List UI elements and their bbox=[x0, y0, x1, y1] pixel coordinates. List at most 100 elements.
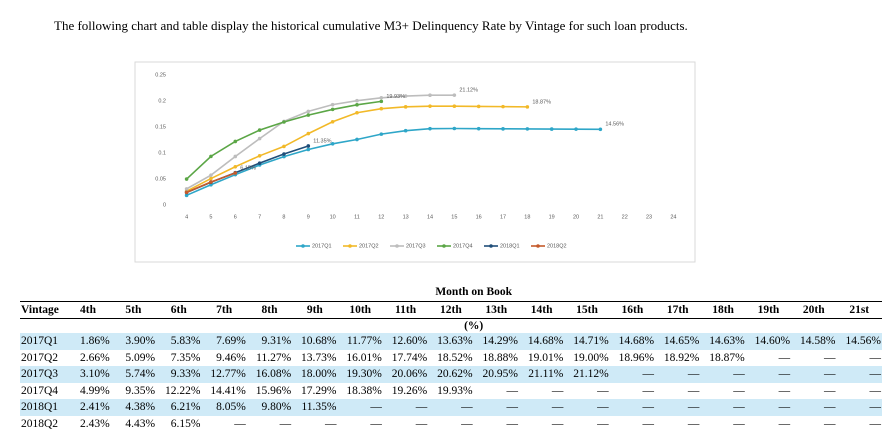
point bbox=[258, 161, 262, 165]
table-cell: — bbox=[655, 383, 700, 400]
table-cell: — bbox=[836, 350, 882, 367]
column-header: 10th bbox=[338, 301, 383, 319]
point bbox=[307, 148, 311, 152]
point bbox=[574, 127, 578, 131]
table-cell: 14.56% bbox=[836, 333, 882, 350]
point bbox=[428, 127, 432, 131]
table-cell: 20.62% bbox=[428, 366, 473, 383]
table-cell: 21.11% bbox=[519, 366, 564, 383]
table-cell: — bbox=[791, 366, 836, 383]
column-header: 12th bbox=[428, 301, 473, 319]
point bbox=[550, 127, 554, 131]
end-label: 21.12% bbox=[459, 88, 478, 94]
table-cell: 19.01% bbox=[519, 350, 564, 367]
point bbox=[331, 108, 335, 112]
y-tick-label: 0.15 bbox=[155, 124, 166, 130]
table-cell: — bbox=[610, 399, 655, 416]
point bbox=[307, 113, 311, 117]
table-cell: 6.21% bbox=[156, 399, 201, 416]
legend-label: 2017Q3 bbox=[406, 243, 426, 249]
table-cell: 19.00% bbox=[564, 350, 609, 367]
table-cell: — bbox=[519, 383, 564, 400]
x-tick-label: 6 bbox=[234, 214, 237, 220]
x-tick-label: 16 bbox=[476, 214, 482, 220]
table-cell: 2.41% bbox=[65, 399, 110, 416]
table-cell: 10.68% bbox=[292, 333, 337, 350]
unit-label: (%) bbox=[65, 319, 882, 334]
column-header: 4th bbox=[65, 301, 110, 319]
x-tick-label: 13 bbox=[403, 214, 409, 220]
table-cell: 18.87% bbox=[700, 350, 745, 367]
point bbox=[599, 127, 603, 131]
table-cell: 5.09% bbox=[111, 350, 156, 367]
table-cell: 11.35% bbox=[292, 399, 337, 416]
table-cell: 14.71% bbox=[564, 333, 609, 350]
table-cell: — bbox=[655, 366, 700, 383]
column-header: 19th bbox=[746, 301, 791, 319]
table-cell: 3.10% bbox=[65, 366, 110, 383]
table-cell: 18.00% bbox=[292, 366, 337, 383]
table-cell: 18.96% bbox=[610, 350, 655, 367]
column-header: 8th bbox=[247, 301, 292, 319]
point bbox=[355, 103, 359, 107]
table-cell: — bbox=[746, 383, 791, 400]
column-header: 15th bbox=[564, 301, 609, 319]
table-cell: 19.26% bbox=[383, 383, 428, 400]
table-cell: — bbox=[791, 383, 836, 400]
point bbox=[185, 177, 189, 181]
column-header: 9th bbox=[292, 301, 337, 319]
table-cell: 20.06% bbox=[383, 366, 428, 383]
point bbox=[477, 127, 481, 131]
table-cell: — bbox=[836, 399, 882, 416]
table-cell: 4.99% bbox=[65, 383, 110, 400]
x-tick-label: 9 bbox=[307, 214, 310, 220]
point bbox=[282, 145, 286, 149]
x-tick-label: 22 bbox=[622, 214, 628, 220]
table-cell: 4.38% bbox=[111, 399, 156, 416]
x-tick-label: 14 bbox=[427, 214, 433, 220]
table-cell: 5.74% bbox=[111, 366, 156, 383]
point bbox=[209, 155, 213, 159]
x-tick-label: 15 bbox=[451, 214, 457, 220]
point bbox=[307, 110, 311, 114]
legend-marker bbox=[301, 244, 305, 248]
point bbox=[501, 127, 505, 131]
table-cell: 17.74% bbox=[383, 350, 428, 367]
point bbox=[501, 105, 505, 109]
table-cell: 12.22% bbox=[156, 383, 201, 400]
table-cell: — bbox=[519, 399, 564, 416]
table-cell: 14.68% bbox=[610, 333, 655, 350]
table-cell: 14.68% bbox=[519, 333, 564, 350]
end-label: 6.15% bbox=[240, 165, 256, 171]
end-label: 19.93% bbox=[386, 94, 405, 100]
table-cell: 19.30% bbox=[338, 366, 383, 383]
point bbox=[258, 137, 262, 141]
table-cell: 11.27% bbox=[247, 350, 292, 367]
y-tick-label: 0.05 bbox=[155, 176, 166, 182]
table-cell: 16.08% bbox=[247, 366, 292, 383]
table-cell: 16.01% bbox=[338, 350, 383, 367]
point bbox=[233, 165, 237, 169]
y-tick-label: 0 bbox=[163, 202, 166, 208]
column-header: 11th bbox=[383, 301, 428, 319]
table-cell: 11.77% bbox=[338, 333, 383, 350]
blank bbox=[20, 319, 65, 334]
point bbox=[331, 120, 335, 124]
point bbox=[307, 132, 311, 136]
column-header: 21st bbox=[836, 301, 882, 319]
legend-label: 2018Q2 bbox=[547, 243, 567, 249]
point bbox=[355, 138, 359, 142]
point bbox=[380, 100, 384, 104]
point bbox=[404, 105, 408, 109]
table-cell: — bbox=[610, 366, 655, 383]
table-cell: — bbox=[746, 350, 791, 367]
point bbox=[355, 99, 359, 103]
point bbox=[526, 127, 530, 131]
table-cell: 1.86% bbox=[65, 333, 110, 350]
